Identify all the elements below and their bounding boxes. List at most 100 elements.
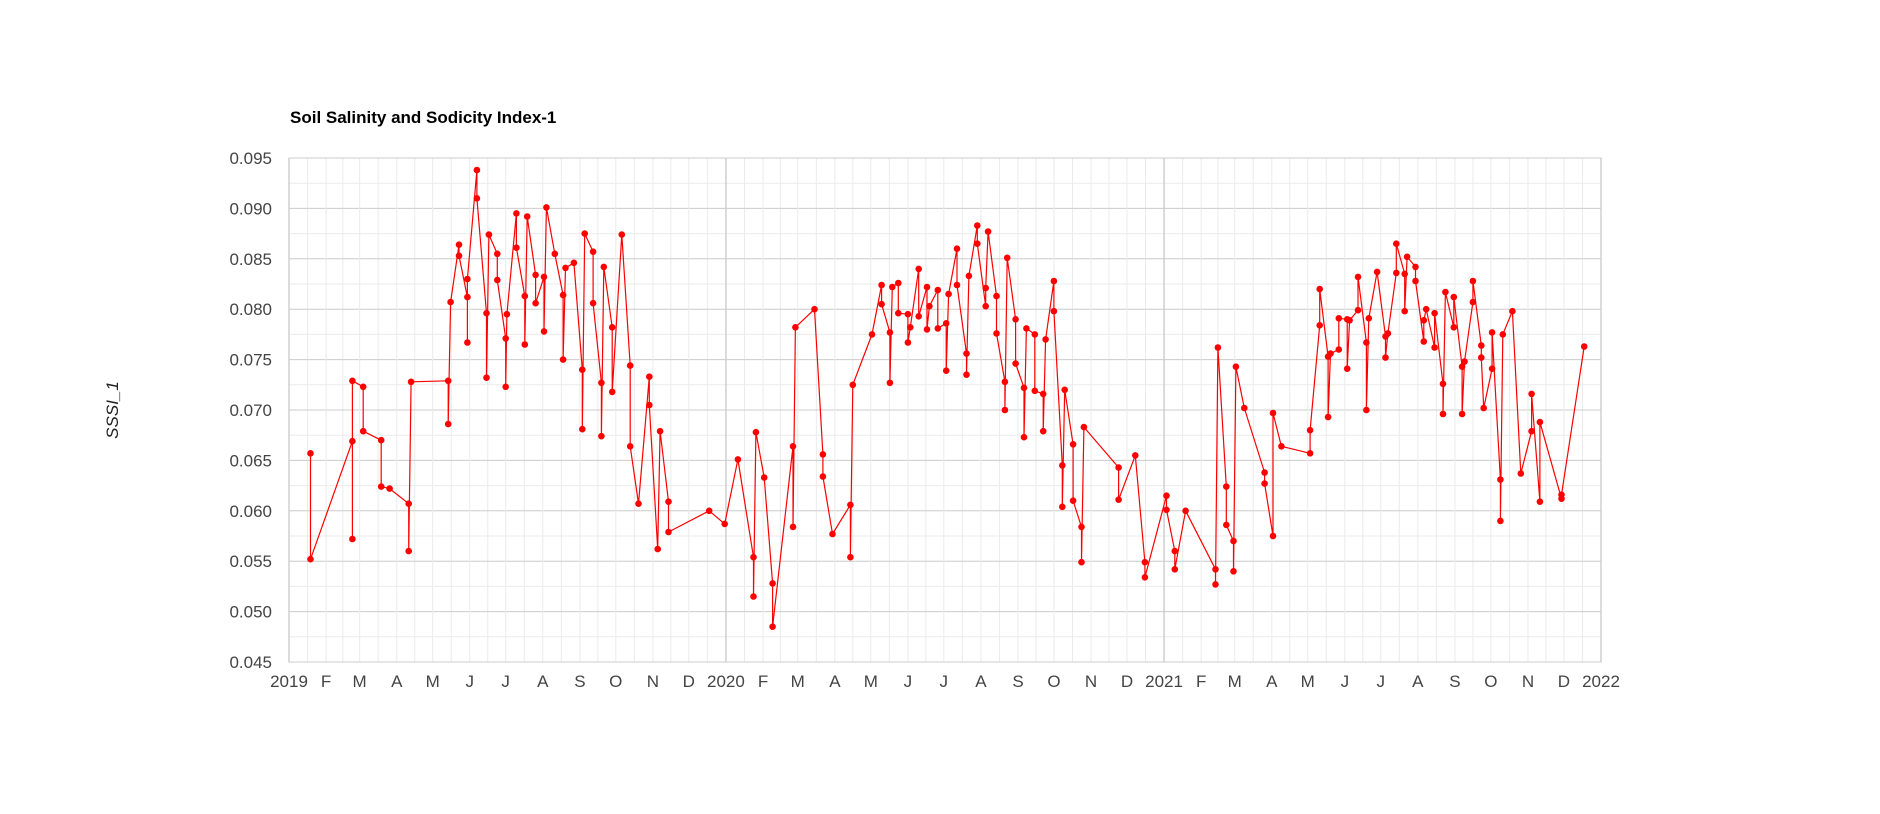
data-point	[1141, 558, 1149, 566]
data-point	[464, 275, 471, 283]
data-point	[993, 292, 1000, 300]
data-point	[1061, 386, 1068, 394]
data-point	[359, 427, 367, 435]
data-point	[760, 474, 768, 481]
x-tick-label: 2021	[1145, 672, 1183, 691]
x-tick-label: F	[321, 672, 331, 691]
data-point	[1558, 491, 1565, 499]
data-point	[769, 580, 776, 587]
data-point	[1212, 566, 1219, 573]
data-point	[904, 310, 912, 318]
data-point	[886, 329, 894, 336]
data-point	[1042, 336, 1049, 343]
x-tick-label: M	[1228, 672, 1242, 691]
data-point	[993, 330, 1000, 337]
x-tick-label: A	[1266, 672, 1278, 691]
y-tick-label: 0.070	[229, 401, 272, 420]
data-point	[1171, 547, 1179, 555]
data-point	[1412, 263, 1419, 271]
data-point	[1363, 406, 1370, 414]
data-point	[1458, 363, 1466, 371]
data-point	[1536, 498, 1544, 506]
data-point	[982, 302, 989, 310]
data-point	[965, 272, 973, 280]
data-point	[915, 313, 922, 320]
data-point	[1528, 390, 1535, 398]
data-point	[1412, 277, 1419, 285]
data-point	[503, 310, 511, 318]
data-point	[635, 500, 642, 508]
data-point	[1115, 464, 1122, 471]
data-point	[1354, 306, 1362, 314]
y-tick-label: 0.055	[229, 552, 272, 571]
data-point	[953, 245, 961, 252]
x-tick-label: M	[353, 672, 367, 691]
data-point	[1365, 315, 1373, 322]
data-point	[974, 240, 981, 247]
data-point	[1171, 566, 1179, 573]
chart-title: Soil Salinity and Sodicity Index-1	[290, 108, 556, 127]
x-tick-label: 2020	[707, 672, 745, 691]
data-point	[485, 231, 493, 238]
data-point	[598, 432, 605, 440]
x-tick-label: N	[1522, 672, 1534, 691]
data-point	[532, 299, 539, 307]
data-point	[1078, 523, 1085, 531]
data-point	[1039, 427, 1047, 435]
data-point	[455, 252, 463, 260]
x-tick-label: J	[1341, 672, 1350, 691]
data-point	[532, 271, 539, 279]
data-point	[1115, 496, 1122, 504]
data-point	[1324, 413, 1332, 421]
data-point	[904, 339, 912, 346]
data-point	[934, 286, 942, 294]
data-point	[789, 443, 797, 450]
x-tick-label: F	[758, 672, 768, 691]
data-point	[1080, 423, 1088, 431]
x-tick-label: A	[537, 672, 549, 691]
x-tick-label: S	[574, 672, 585, 691]
data-point	[923, 283, 931, 291]
data-point	[1132, 452, 1139, 459]
x-tick-label: J	[466, 672, 475, 691]
data-point	[895, 309, 902, 317]
x-tick-label: A	[1412, 672, 1424, 691]
data-point	[494, 250, 501, 258]
data-point	[1450, 293, 1458, 301]
data-point	[1261, 469, 1268, 476]
data-point	[1458, 410, 1466, 418]
data-point	[1346, 317, 1353, 324]
data-point	[579, 366, 586, 374]
data-point	[1488, 365, 1496, 373]
data-point	[1401, 270, 1408, 278]
data-point	[792, 324, 799, 331]
data-point	[1450, 324, 1458, 331]
data-point	[895, 279, 902, 287]
data-point	[540, 273, 548, 281]
x-tick-label: J	[501, 672, 510, 691]
data-point	[551, 250, 559, 258]
data-point	[618, 231, 626, 238]
data-point	[1528, 427, 1535, 435]
data-point	[1401, 307, 1408, 315]
data-point	[1517, 470, 1525, 477]
data-point	[963, 371, 970, 379]
data-point	[1039, 390, 1047, 398]
data-point	[868, 331, 876, 338]
data-point	[1059, 503, 1066, 511]
data-point	[953, 281, 961, 289]
data-point	[1335, 346, 1343, 353]
data-point	[359, 383, 367, 391]
data-point	[942, 367, 950, 375]
data-point	[1478, 342, 1485, 349]
data-point	[464, 339, 471, 346]
y-tick-label: 0.075	[229, 351, 272, 370]
data-point	[1509, 307, 1516, 315]
data-point	[570, 259, 578, 267]
x-tick-label: S	[1012, 672, 1023, 691]
year-separator-layer	[288, 158, 1602, 662]
data-point	[1316, 322, 1323, 329]
data-point	[1012, 316, 1019, 323]
data-point	[915, 265, 922, 273]
data-point	[483, 374, 490, 382]
